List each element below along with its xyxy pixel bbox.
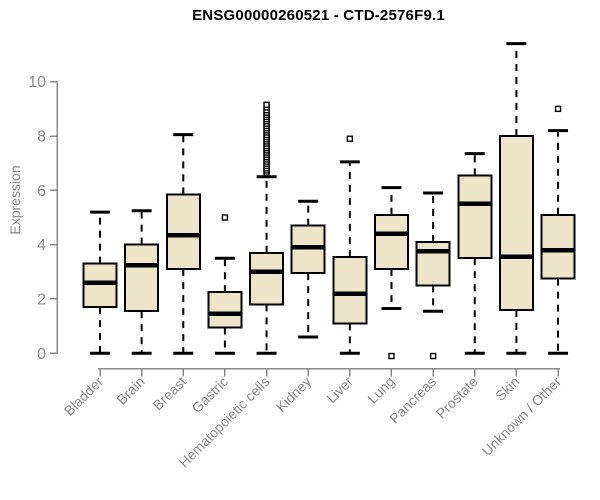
iqr-box — [373, 213, 409, 271]
median-line — [291, 245, 325, 250]
iqr-box — [124, 243, 160, 313]
chart-title: ENSG00000260521 - CTD-2576F9.1 — [192, 7, 445, 24]
y-tick-label: 2 — [37, 291, 46, 308]
median-line — [250, 269, 284, 275]
iqr-box — [82, 262, 118, 309]
median-line — [374, 231, 408, 237]
median-line — [83, 280, 117, 285]
box-prostate — [457, 152, 493, 355]
iqr-box — [332, 255, 368, 325]
iqr-box — [457, 174, 493, 260]
box-lung — [373, 186, 409, 360]
y-tick-label: 8 — [37, 129, 46, 146]
median-line — [416, 249, 450, 254]
median-line — [125, 262, 159, 268]
iqr-box — [207, 291, 243, 329]
median-line — [499, 254, 533, 260]
iqr-box — [498, 135, 534, 311]
x-category-label: Breast — [149, 373, 189, 413]
iqr-box — [415, 240, 451, 287]
outlier-point — [388, 352, 395, 360]
outlier-point — [221, 214, 229, 221]
x-category-label: Prostate — [433, 373, 481, 421]
x-category-label: Skin — [492, 373, 523, 404]
median-line — [208, 311, 242, 317]
y-tick-label: 10 — [28, 74, 46, 91]
y-tick-label: 0 — [37, 346, 46, 363]
box-gastric — [207, 214, 243, 355]
outlier-point — [346, 135, 354, 142]
y-tick-label: 4 — [37, 237, 46, 254]
box-hematopoietic-cells — [249, 101, 285, 355]
iqr-box — [540, 213, 576, 280]
outlier-point — [554, 105, 562, 113]
box-liver — [332, 135, 368, 355]
x-category-label: Bladder — [61, 373, 107, 419]
median-line — [541, 247, 575, 253]
x-category-label: Kidney — [273, 373, 315, 415]
box-pancreas — [415, 191, 451, 360]
x-category-label: Brain — [113, 373, 147, 407]
box-brain — [124, 209, 160, 355]
median-line — [333, 291, 367, 296]
x-category-label: Unknown / Other — [479, 373, 565, 459]
median-line — [166, 232, 200, 238]
median-line — [458, 201, 492, 207]
box-skin — [498, 42, 534, 355]
box-unknown-other — [540, 105, 576, 355]
box-breast — [165, 133, 201, 355]
outlier-point — [263, 101, 270, 108]
outlier-point — [429, 352, 437, 360]
iqr-box — [249, 251, 285, 306]
box-bladder — [82, 210, 118, 355]
y-tick-label: 6 — [37, 183, 46, 200]
x-category-label: Lung — [364, 373, 397, 406]
iqr-box — [165, 193, 201, 271]
box-kidney — [290, 199, 326, 339]
x-category-label: Liver — [323, 373, 356, 406]
